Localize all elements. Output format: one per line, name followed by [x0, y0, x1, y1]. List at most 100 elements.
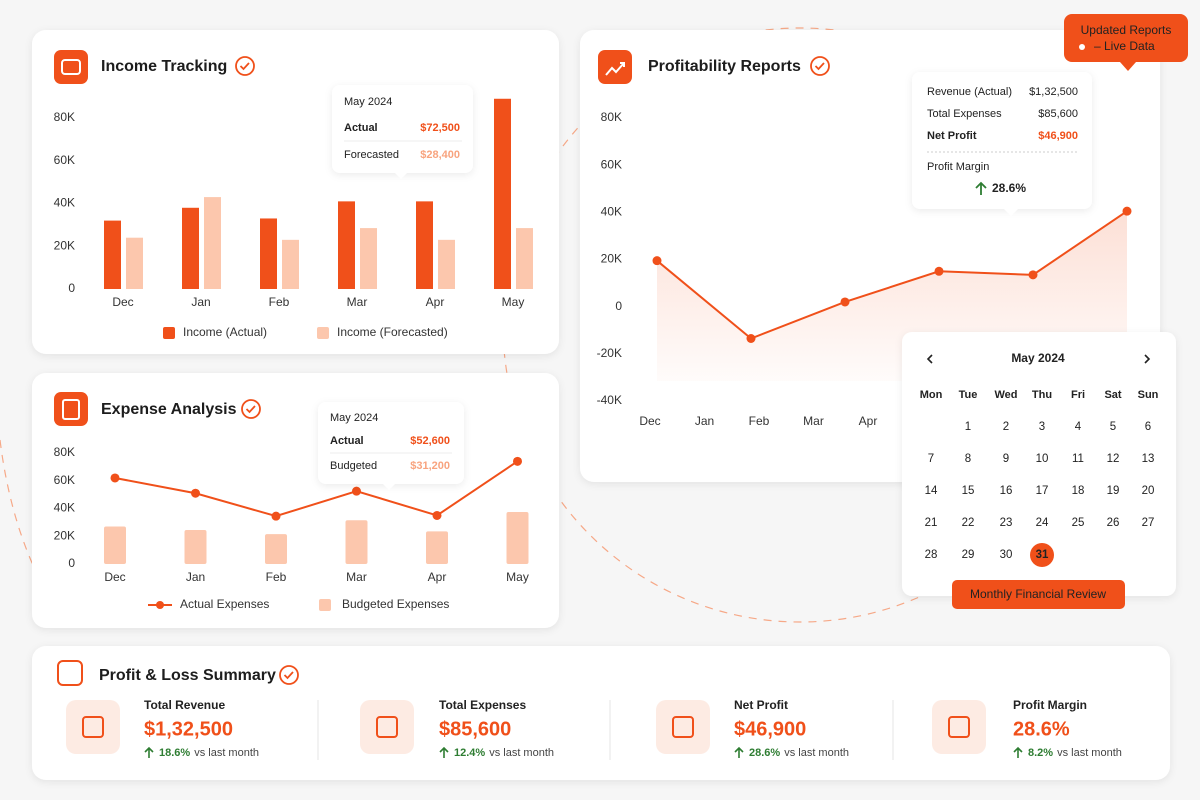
y-tick-label: 40K	[54, 196, 75, 210]
x-tick-label: Apr	[428, 570, 447, 584]
tooltip-heading: May 2024	[344, 96, 392, 108]
bar	[416, 201, 433, 289]
income-card	[32, 30, 559, 354]
point	[432, 510, 442, 520]
icon	[54, 392, 88, 426]
day[interactable]: 4	[1075, 421, 1082, 433]
selected-day	[1030, 543, 1054, 567]
check-icon	[283, 671, 294, 680]
button-label[interactable]: Monthly Financial Review	[970, 587, 1106, 601]
next-month[interactable]	[1144, 354, 1151, 364]
bar	[104, 526, 126, 564]
bar	[126, 237, 143, 289]
tooltip: May 2024 Actual $72,500 Forecasted $28,4…	[332, 85, 473, 179]
day[interactable]: 30	[1000, 549, 1013, 561]
day[interactable]: 12	[1107, 453, 1120, 465]
day[interactable]: 8	[965, 453, 971, 465]
tooltip-label: Budgeted	[330, 460, 377, 472]
weekday: Wed	[994, 389, 1017, 401]
day[interactable]: 29	[962, 549, 975, 561]
bar	[345, 520, 368, 564]
y-tick-label: 80K	[54, 110, 75, 124]
day[interactable]: 28	[925, 549, 938, 561]
bar	[438, 239, 455, 289]
tooltip-pointer	[1004, 209, 1018, 216]
stat-icon	[360, 700, 414, 754]
x-tick-label: Jan	[695, 414, 714, 428]
y-tick-label: 20K	[54, 528, 75, 542]
tooltip-label: Actual	[330, 435, 364, 447]
point	[513, 456, 522, 466]
legend-label: Actual Expenses	[180, 597, 269, 611]
day[interactable]: 25	[1072, 517, 1085, 529]
stat-icon	[656, 700, 710, 754]
day[interactable]: 9	[1003, 453, 1009, 465]
badge-pointer	[1120, 62, 1136, 71]
day[interactable]: 11	[1072, 453, 1084, 465]
x-tick-label: Mar	[346, 570, 367, 584]
day[interactable]: 3	[1039, 421, 1045, 433]
day[interactable]: 24	[1036, 517, 1049, 529]
day[interactable]: 18	[1072, 485, 1085, 497]
weekday: Mon	[920, 389, 943, 401]
day[interactable]: 23	[1000, 517, 1013, 529]
bar	[360, 228, 377, 289]
legend-label: Budgeted Expenses	[342, 597, 449, 611]
up-arrow	[734, 746, 744, 758]
point	[652, 256, 662, 266]
x-tick-label: Mar	[803, 414, 824, 428]
day[interactable]: 17	[1036, 485, 1049, 497]
bar	[516, 228, 533, 289]
x-tick-label: Dec	[112, 295, 133, 309]
legend-dot	[156, 601, 164, 609]
stat-icon-glyph	[948, 716, 970, 738]
check-icon	[239, 62, 250, 71]
day[interactable]: 27	[1142, 517, 1155, 529]
day[interactable]: 7	[928, 453, 934, 465]
tooltip-pointer	[383, 484, 395, 490]
calendar-month: May 2024	[1011, 351, 1065, 365]
day[interactable]: 5	[1110, 421, 1116, 433]
day[interactable]: 22	[962, 517, 975, 529]
day[interactable]: 2	[1003, 421, 1009, 433]
day[interactable]: 6	[1145, 421, 1151, 433]
legend-label: Income (Forecasted)	[337, 325, 448, 339]
point	[352, 486, 361, 496]
day[interactable]: 10	[1036, 453, 1049, 465]
up-arrow	[975, 181, 987, 195]
calendar-card	[902, 332, 1176, 596]
bar	[184, 530, 207, 564]
day[interactable]: 1	[965, 421, 971, 433]
point	[746, 334, 756, 344]
tooltip-heading: May 2024	[330, 412, 378, 424]
day[interactable]: 15	[962, 485, 975, 497]
y-tick-label: 40K	[601, 205, 622, 219]
check-icon	[279, 665, 299, 685]
day[interactable]: 21	[925, 517, 938, 529]
x-tick-label: May	[506, 570, 529, 584]
day[interactable]: 20	[1142, 485, 1155, 497]
x-tick-label: Mar	[347, 295, 368, 309]
x-tick-label: Feb	[749, 414, 770, 428]
day[interactable]: 31	[1036, 549, 1049, 561]
day[interactable]: 16	[1000, 485, 1013, 497]
bar	[494, 98, 511, 289]
day[interactable]: 14	[925, 485, 938, 497]
tooltip-box	[332, 85, 473, 173]
review-button[interactable]	[952, 580, 1125, 609]
card-title: Income Tracking	[101, 58, 227, 75]
tooltip: Revenue (Actual) $1,32,500 Total Expense…	[912, 72, 1092, 216]
icon-glyph	[62, 399, 80, 420]
badge-subtitle: – Live Data	[1094, 39, 1155, 53]
tooltip-value: $72,500	[420, 122, 460, 134]
prev-month[interactable]	[926, 354, 933, 364]
day[interactable]: 19	[1107, 485, 1120, 497]
tooltip-label: Actual	[344, 122, 378, 134]
day[interactable]: 13	[1142, 453, 1155, 465]
day[interactable]: 26	[1107, 517, 1120, 529]
icon-glyph	[605, 62, 625, 76]
card-title: Expense Analysis	[101, 401, 237, 418]
stat-icon-glyph	[672, 716, 694, 738]
